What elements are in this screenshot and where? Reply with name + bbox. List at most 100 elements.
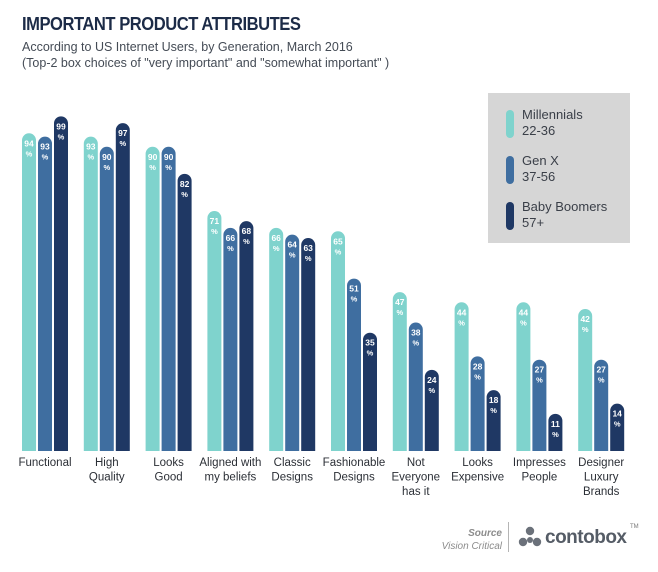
data-label: 11 [551, 419, 560, 429]
data-label-unit: % [181, 190, 188, 199]
data-label-unit: % [598, 376, 605, 385]
category-label: Looks Good [153, 457, 184, 484]
bar-millennials [207, 211, 222, 458]
legend-swatch [506, 156, 514, 184]
data-label-unit: % [58, 132, 65, 141]
data-label-unit: % [367, 349, 374, 358]
data-label-unit: % [165, 163, 172, 172]
bar-gen-x [347, 278, 361, 458]
chart-subtitle: According to US Internet Users, by Gener… [22, 40, 353, 54]
data-label: 35 [365, 338, 375, 348]
data-label-unit: % [211, 227, 218, 236]
legend: Millennials 22-36 Gen X 37-56 Baby Boomers… [488, 93, 630, 243]
bar-millennials [22, 133, 36, 458]
data-label-unit: % [428, 386, 435, 395]
data-label: 28 [473, 361, 483, 371]
bar-millennials [269, 227, 284, 458]
data-label: 38 [411, 328, 421, 338]
baseline-mask [205, 451, 256, 459]
data-label-unit: % [490, 406, 497, 415]
data-label-unit: % [335, 247, 342, 256]
data-label-unit: % [536, 376, 543, 385]
baseline-mask [20, 451, 70, 459]
bar-millennials [331, 231, 345, 458]
data-label-unit: % [614, 420, 621, 429]
baseline-mask [81, 451, 132, 459]
data-label: 94 [24, 138, 34, 148]
bar-millennials [454, 302, 469, 458]
bar-baby-boomers [363, 332, 377, 458]
data-label-unit: % [273, 244, 280, 253]
bar-baby-boomers [548, 413, 563, 458]
source-credit: Source Vision Critical [432, 527, 502, 553]
baseline-mask [452, 451, 503, 459]
bar-baby-boomers [177, 173, 192, 458]
bar-gen-x [38, 136, 52, 458]
baseline-mask [514, 451, 565, 459]
bar-gen-x [470, 356, 485, 458]
bar-gen-x [223, 227, 238, 458]
legend-label: Gen X 37-56 [522, 153, 559, 184]
data-label-unit: % [474, 372, 481, 381]
footer-divider [508, 522, 509, 552]
data-label: 44 [519, 307, 529, 317]
bar-gen-x [594, 359, 609, 458]
bar-millennials [516, 302, 531, 458]
baseline-mask [329, 451, 379, 459]
data-label-unit: % [305, 254, 312, 263]
data-label: 51 [349, 284, 359, 294]
data-label-unit: % [103, 163, 110, 172]
category-label: High Quality [89, 457, 125, 484]
baseline-mask [267, 451, 318, 459]
category-label: Classic Designs [271, 457, 313, 484]
data-label-unit: % [582, 325, 589, 334]
data-label-unit: % [552, 430, 559, 439]
bar-baby-boomers [239, 221, 254, 458]
bar-millennials [392, 292, 407, 458]
bar-baby-boomers [610, 403, 625, 458]
bar-gen-x [99, 146, 114, 459]
bar-gen-x [532, 359, 547, 458]
data-label: 14 [612, 409, 622, 419]
bar-millennials [145, 146, 160, 459]
data-label-unit: % [149, 163, 156, 172]
chart-title: IMPORTANT PRODUCT ATTRIBUTES [22, 14, 301, 34]
bar-millennials [578, 309, 593, 458]
bar-baby-boomers [301, 238, 316, 458]
data-label: 93 [40, 142, 50, 152]
data-label-unit: % [412, 339, 419, 348]
data-label-unit: % [87, 153, 94, 162]
data-label: 64 [287, 240, 297, 250]
data-label: 90 [148, 152, 158, 162]
category-label: Impresses People [513, 457, 566, 484]
legend-label: Baby Boomers 57+ [522, 199, 608, 230]
data-label: 42 [580, 314, 590, 324]
data-label: 71 [210, 216, 220, 226]
bar-millennials [83, 136, 98, 458]
data-label-unit: % [42, 153, 49, 162]
data-label: 65 [333, 236, 343, 246]
data-label-unit: % [520, 318, 527, 327]
chart-subtitle-note: (Top-2 box choices of "very important" a… [22, 56, 390, 70]
legend-label: Millennials 22-36 [522, 107, 583, 138]
baseline-mask [143, 451, 194, 459]
data-label: 47 [395, 297, 405, 307]
data-label: 63 [303, 243, 313, 253]
data-label: 82 [180, 179, 190, 189]
category-label: Functional [18, 457, 71, 469]
category-label: Not Everyone has it [392, 457, 441, 498]
contobox-logo-icon [518, 526, 542, 547]
data-label: 27 [535, 365, 545, 375]
legend-swatch [506, 110, 514, 138]
data-label-unit: % [26, 149, 33, 158]
data-label-unit: % [351, 295, 358, 304]
data-label-unit: % [119, 139, 126, 148]
data-label: 68 [242, 226, 252, 236]
data-label-unit: % [227, 244, 234, 253]
bar-baby-boomers [115, 123, 130, 458]
data-label: 97 [118, 128, 128, 138]
bar-gen-x [285, 234, 300, 458]
data-label: 24 [427, 375, 437, 385]
bar-baby-boomers [54, 116, 68, 458]
